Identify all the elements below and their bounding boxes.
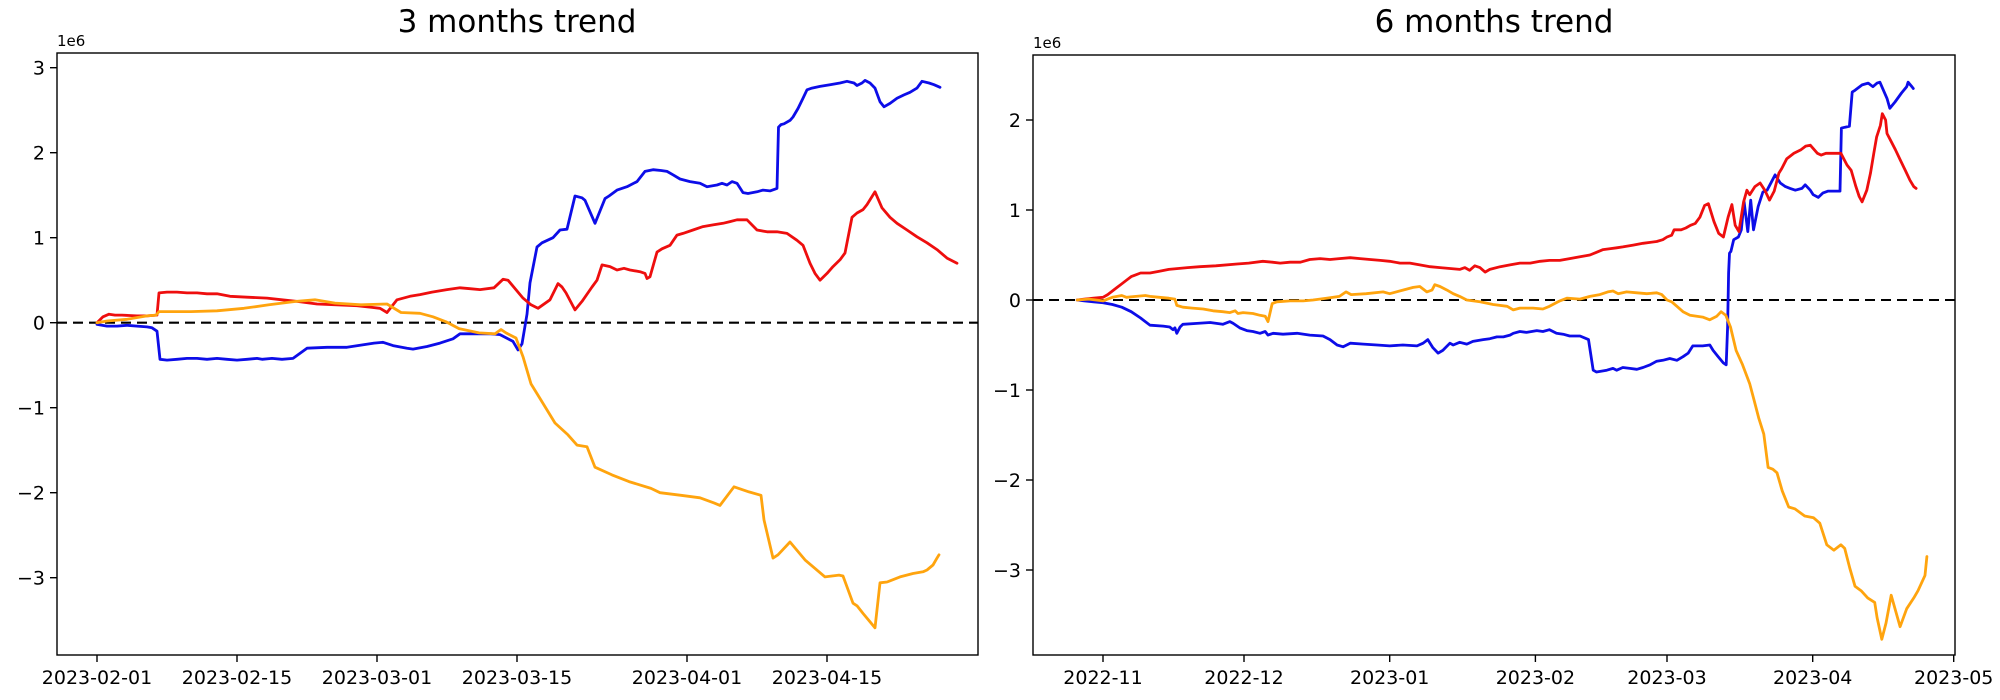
x-tick-label: 2022-11	[1063, 667, 1142, 689]
series-line-red	[1075, 112, 1918, 302]
x-tick-label: 2023-04	[1773, 667, 1852, 689]
y-tick-label: 1	[1009, 200, 1021, 222]
chart-title-6-months: 6 months trend	[1374, 4, 1614, 40]
y-tick-label: −1	[993, 380, 1021, 402]
x-tick-label: 2022-12	[1204, 667, 1283, 689]
series-line-blue	[1075, 80, 1915, 374]
y-tick-label: 0	[1009, 290, 1021, 312]
x-tick-label: 2023-03	[1627, 667, 1706, 689]
y-tick-label: 0	[33, 313, 45, 335]
y-tick-label: −2	[17, 483, 45, 505]
plot-border	[1032, 54, 1956, 656]
axis-offset-label: 1e6	[1033, 34, 1061, 52]
series-line-red	[95, 190, 959, 325]
series-line-orange	[1075, 283, 1929, 641]
x-tick-label: 2023-01	[1350, 667, 1429, 689]
chart-title-3-months: 3 months trend	[397, 4, 637, 40]
y-tick-label: −1	[17, 398, 45, 420]
y-tick-label: −3	[17, 568, 45, 590]
x-tick-label: 2023-03-15	[462, 667, 572, 689]
x-tick-label: 2023-04-15	[772, 667, 882, 689]
x-tick-label: 2023-05	[1914, 667, 1993, 689]
series-line-orange	[95, 298, 941, 630]
y-tick-label: −3	[993, 560, 1021, 582]
y-tick-label: 3	[33, 58, 45, 80]
y-tick-label: 2	[33, 143, 45, 165]
y-tick-label: 1	[33, 228, 45, 250]
x-tick-label: 2023-02	[1496, 667, 1575, 689]
x-tick-label: 2023-03-01	[322, 667, 432, 689]
y-tick-label: 2	[1009, 110, 1021, 132]
x-tick-label: 2023-02-15	[182, 667, 292, 689]
y-tick-label: −2	[993, 470, 1021, 492]
x-tick-label: 2023-04-01	[632, 667, 742, 689]
series-line-blue	[95, 79, 942, 362]
x-tick-label: 2023-02-01	[42, 667, 152, 689]
plot-border	[56, 52, 979, 656]
axis-offset-label: 1e6	[57, 32, 85, 50]
